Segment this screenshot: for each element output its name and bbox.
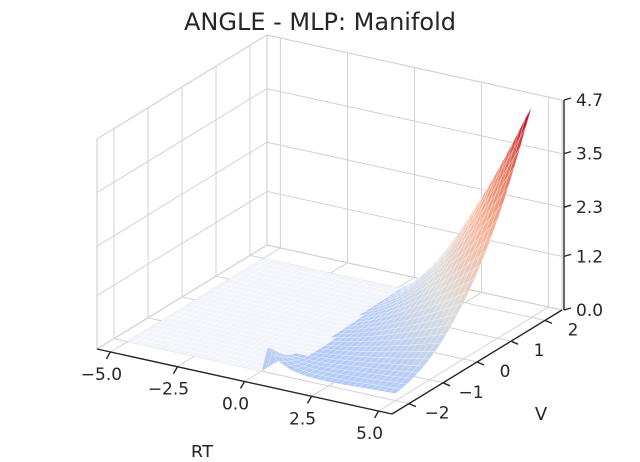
- y-tick-label: 1: [534, 341, 545, 361]
- z-tick-mark: [563, 204, 572, 208]
- x-tick-label: −2.5: [148, 380, 189, 400]
- x-axis-title: RT: [191, 442, 214, 457]
- z-gridline: [96, 88, 563, 194]
- z-gridline: [96, 34, 563, 140]
- z-tick-label: 0.0: [576, 301, 603, 321]
- x-tick-label: 5.0: [356, 424, 383, 444]
- z-tick-mark: [563, 97, 572, 101]
- surface-face: [519, 107, 532, 138]
- y-tick-label: −1: [458, 383, 483, 403]
- surface-face: [389, 387, 402, 394]
- z-tick-mark: [563, 253, 572, 258]
- x-tick-label: 0.0: [222, 395, 249, 415]
- y-tick-label: −2: [424, 404, 449, 424]
- z-tick-label: 1.2: [576, 247, 603, 267]
- axes: [96, 97, 572, 419]
- z-tick-label: 2.3: [576, 198, 603, 218]
- x-tick-mark: [239, 381, 246, 389]
- x-tick-mark: [306, 395, 313, 404]
- x-tick-label: −5.0: [81, 365, 122, 385]
- y-tick-mark: [408, 402, 417, 408]
- chart-title: ANGLE - MLP: Manifold: [184, 8, 456, 36]
- x-tick-mark: [172, 366, 179, 375]
- z-tick-mark: [563, 150, 572, 155]
- y-axis-title: V: [535, 404, 548, 425]
- x-tick-label: 2.5: [289, 409, 316, 429]
- y-tick-label: 0: [500, 362, 511, 382]
- y-tick-mark: [510, 340, 519, 345]
- x-tick-mark: [373, 410, 380, 419]
- y-tick-label: 2: [568, 320, 579, 340]
- z-tick-mark: [563, 307, 572, 311]
- z-tick-label: 3.5: [576, 145, 603, 165]
- z-tick-label: 4.7: [576, 91, 603, 111]
- x-tick-mark: [105, 351, 112, 360]
- surface-mesh: [127, 107, 532, 394]
- y-tick-mark: [442, 382, 451, 387]
- y-tick-mark: [476, 361, 485, 366]
- z-gridline: [96, 141, 563, 247]
- y-tick-mark: [544, 319, 553, 325]
